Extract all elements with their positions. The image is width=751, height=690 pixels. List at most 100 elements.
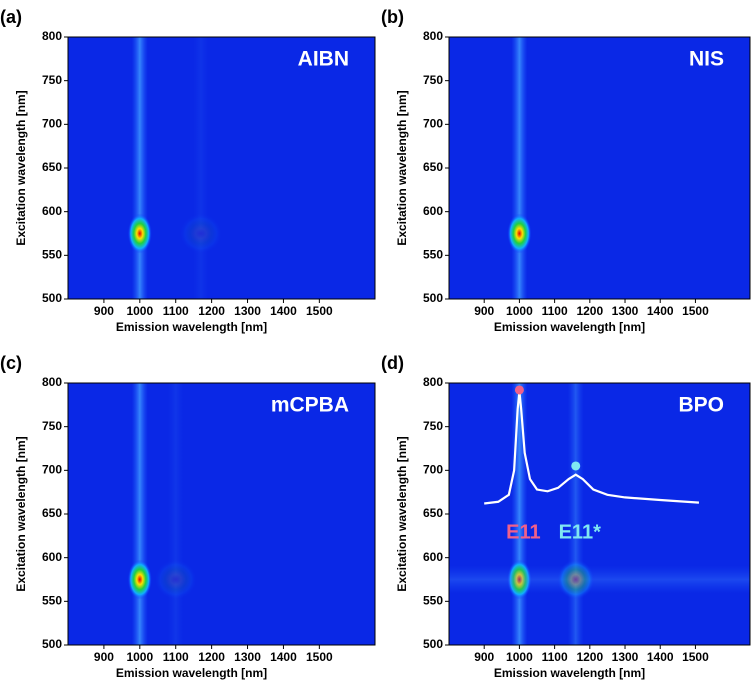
x-tick-label: 1100 xyxy=(542,650,568,664)
sample-label: mCPBA xyxy=(271,394,349,417)
sample-label: AIBN xyxy=(298,48,349,71)
plot-area xyxy=(68,37,375,299)
x-axis-title: Emission wavelength [nm] xyxy=(494,320,645,334)
y-tick-label: 700 xyxy=(423,117,443,131)
peak-label: E11* xyxy=(559,521,601,543)
streak xyxy=(567,383,584,645)
spot xyxy=(507,213,532,254)
heatmap-background xyxy=(449,383,750,645)
x-tick-label: 1100 xyxy=(542,304,568,318)
spot xyxy=(179,213,223,254)
x-tick-label: 900 xyxy=(474,650,494,664)
y-tick-label: 800 xyxy=(42,375,62,389)
y-tick-label: 600 xyxy=(42,204,62,218)
panel-letter: (b) xyxy=(381,7,404,27)
plot-area xyxy=(449,37,750,299)
y-tick-label: 500 xyxy=(423,291,443,305)
y-tick-label: 500 xyxy=(42,291,62,305)
x-tick-label: 1200 xyxy=(198,650,225,664)
y-tick-label: 550 xyxy=(42,248,62,262)
streak xyxy=(131,383,148,645)
y-tick-label: 650 xyxy=(423,506,443,520)
y-tick-label: 750 xyxy=(42,419,62,433)
y-axis-title: Excitation wavelength [nm] xyxy=(14,90,28,245)
streak xyxy=(131,37,148,299)
y-tick-label: 650 xyxy=(42,160,62,174)
streak xyxy=(511,37,528,299)
x-tick-label: 1500 xyxy=(682,304,709,318)
y-tick-label: 550 xyxy=(423,248,443,262)
y-tick-label: 500 xyxy=(42,637,62,651)
y-tick-label: 750 xyxy=(42,73,62,87)
x-tick-label: 1200 xyxy=(576,304,603,318)
x-tick-label: 1400 xyxy=(647,304,674,318)
y-axis-title: Excitation wavelength [nm] xyxy=(14,436,28,591)
y-tick-label: 550 xyxy=(42,594,62,608)
plot-area xyxy=(68,383,375,645)
peak-marker xyxy=(514,385,524,395)
y-axis-title: Excitation wavelength [nm] xyxy=(395,436,409,591)
sample-label: BPO xyxy=(678,394,724,417)
band xyxy=(449,565,750,594)
x-tick-label: 1000 xyxy=(506,304,533,318)
y-tick-label: 800 xyxy=(423,375,443,389)
y-axis-title: Excitation wavelength [nm] xyxy=(395,90,409,245)
x-axis-title: Emission wavelength [nm] xyxy=(494,666,645,680)
panel-letter: (c) xyxy=(0,353,22,373)
peak-label: E11 xyxy=(506,521,540,543)
x-tick-label: 900 xyxy=(474,304,494,318)
x-tick-label: 1200 xyxy=(576,650,603,664)
y-tick-label: 650 xyxy=(42,506,62,520)
spot xyxy=(557,559,595,600)
x-tick-label: 1400 xyxy=(270,650,297,664)
y-tick-label: 600 xyxy=(42,550,62,564)
x-tick-label: 1300 xyxy=(612,304,639,318)
x-tick-label: 1000 xyxy=(126,650,153,664)
spot xyxy=(127,213,152,254)
x-tick-label: 1500 xyxy=(682,650,709,664)
y-tick-label: 700 xyxy=(42,463,62,477)
x-tick-label: 1300 xyxy=(234,304,261,318)
y-tick-label: 600 xyxy=(423,550,443,564)
x-axis-title: Emission wavelength [nm] xyxy=(116,320,267,334)
panel-letter: (d) xyxy=(381,353,404,373)
heatmap-background xyxy=(68,383,375,645)
streak xyxy=(192,37,209,299)
streak xyxy=(167,383,184,645)
y-tick-label: 750 xyxy=(423,73,443,87)
x-tick-label: 1000 xyxy=(126,304,153,318)
x-tick-label: 1500 xyxy=(306,650,333,664)
x-tick-label: 1500 xyxy=(306,304,333,318)
panel-letter: (a) xyxy=(0,7,22,27)
y-tick-label: 700 xyxy=(423,463,443,477)
sample-label: NIS xyxy=(689,48,724,71)
x-tick-label: 1400 xyxy=(270,304,297,318)
x-tick-label: 1400 xyxy=(647,650,674,664)
y-tick-label: 500 xyxy=(423,637,443,651)
y-tick-label: 700 xyxy=(42,117,62,131)
streak xyxy=(511,383,528,645)
heatmap-background xyxy=(68,37,375,299)
x-tick-label: 900 xyxy=(94,650,114,664)
x-axis-title: Emission wavelength [nm] xyxy=(116,666,267,680)
plot-area xyxy=(449,383,750,645)
x-tick-label: 1200 xyxy=(198,304,225,318)
x-tick-label: 1100 xyxy=(163,650,189,664)
spot xyxy=(154,559,197,600)
y-tick-label: 800 xyxy=(423,29,443,43)
x-tick-label: 1300 xyxy=(612,650,639,664)
y-tick-label: 800 xyxy=(42,29,62,43)
y-tick-label: 750 xyxy=(423,419,443,433)
y-tick-label: 650 xyxy=(423,160,443,174)
peak-marker xyxy=(571,461,581,471)
y-tick-label: 600 xyxy=(423,204,443,218)
x-tick-label: 1000 xyxy=(506,650,533,664)
x-tick-label: 900 xyxy=(94,304,114,318)
heatmap-background xyxy=(449,37,750,299)
x-tick-label: 1100 xyxy=(163,304,189,318)
spectrum-line xyxy=(484,391,700,505)
spot xyxy=(127,559,152,600)
y-tick-label: 550 xyxy=(423,594,443,608)
x-tick-label: 1300 xyxy=(234,650,261,664)
